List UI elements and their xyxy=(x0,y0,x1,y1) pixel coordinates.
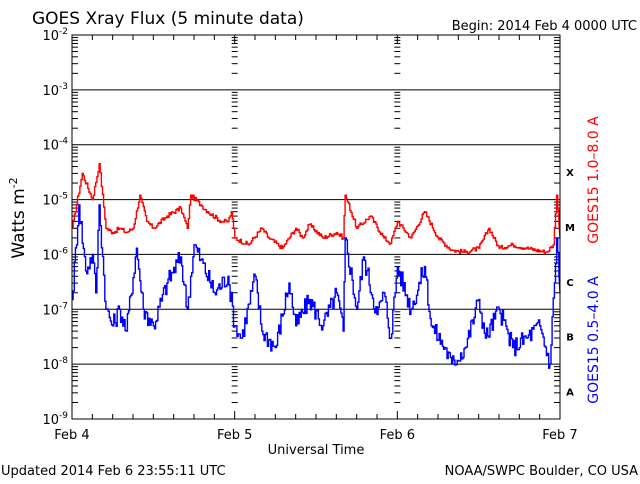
flare-class-label: X xyxy=(566,168,574,179)
y-tick-label: 10-3 xyxy=(42,82,68,99)
x-axis-label: Universal Time xyxy=(268,443,365,458)
y-tick-exp: -2 xyxy=(59,27,68,37)
x-tick-label: Feb 6 xyxy=(380,428,415,443)
flare-class-label: A xyxy=(566,388,574,399)
y-tick-label: 10-5 xyxy=(42,192,68,209)
y-tick-label: 10-4 xyxy=(42,137,68,154)
series-lines xyxy=(72,162,561,369)
y-tick-exp: -4 xyxy=(59,137,68,147)
y-tick-base: 10 xyxy=(42,358,59,373)
y-tick-exp: -7 xyxy=(59,301,68,311)
x-tick-label: Feb 4 xyxy=(54,428,89,443)
y-tick-exp: -3 xyxy=(59,82,68,92)
y-tick-label: 10-8 xyxy=(42,356,68,373)
y-tick-base: 10 xyxy=(42,248,59,263)
y-tick-exp: -5 xyxy=(59,192,68,202)
x-tick-label: Feb 7 xyxy=(542,428,577,443)
series-line-0 xyxy=(72,162,561,255)
y-tick-label: 10-6 xyxy=(42,246,68,263)
x-tick-labels: Feb 4 Feb 5 Feb 6 Feb 7 xyxy=(54,428,577,443)
x-tick-label: Feb 5 xyxy=(217,428,252,443)
series-line-1 xyxy=(72,204,561,369)
legend-long-channel: GOES15 1.0–8.0 A xyxy=(586,116,602,244)
begin-label: Begin: 2014 Feb 4 0000 UTC xyxy=(452,19,637,34)
y-tick-base: 10 xyxy=(42,29,59,44)
y-tick-base: 10 xyxy=(42,413,59,428)
flare-class-label: B xyxy=(566,333,574,344)
y-tick-exp: -6 xyxy=(59,246,68,256)
y-tick-exp: -9 xyxy=(59,411,68,421)
y-tick-label: 10-7 xyxy=(42,301,68,318)
y-tick-base: 10 xyxy=(42,194,59,209)
chart-title: GOES Xray Flux (5 minute data) xyxy=(32,9,304,29)
y-tick-label: 10-2 xyxy=(42,27,68,44)
flare-class-label: M xyxy=(565,223,575,234)
flare-class-labels: X M C B A xyxy=(565,168,575,398)
y-tick-base: 10 xyxy=(42,84,59,99)
axis-ticks xyxy=(71,35,561,419)
flare-class-label: C xyxy=(566,278,573,289)
y-tick-base: 10 xyxy=(42,139,59,154)
y-tick-exp: -8 xyxy=(59,356,68,366)
y-tick-labels: 10-210-310-410-510-610-710-810-9 xyxy=(42,27,68,428)
legend-short-channel: GOES15 0.5–4.0 A xyxy=(586,276,602,404)
y-tick-base: 10 xyxy=(42,303,59,318)
plot-frame xyxy=(71,34,561,420)
y-tick-label: 10-9 xyxy=(42,411,68,428)
footer-updated: Updated 2014 Feb 6 23:55:11 UTC xyxy=(1,464,226,479)
footer-source: NOAA/SWPC Boulder, CO USA xyxy=(445,464,638,479)
grid-lines xyxy=(72,89,560,365)
y-axis-label: Watts m-2 xyxy=(7,177,29,258)
